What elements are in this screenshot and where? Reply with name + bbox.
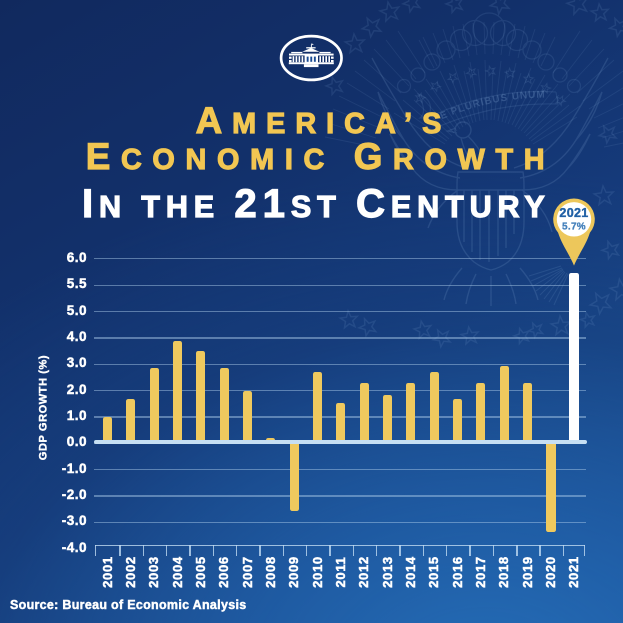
svg-text:5.7%: 5.7% xyxy=(562,221,586,232)
svg-text:2021: 2021 xyxy=(559,206,588,220)
